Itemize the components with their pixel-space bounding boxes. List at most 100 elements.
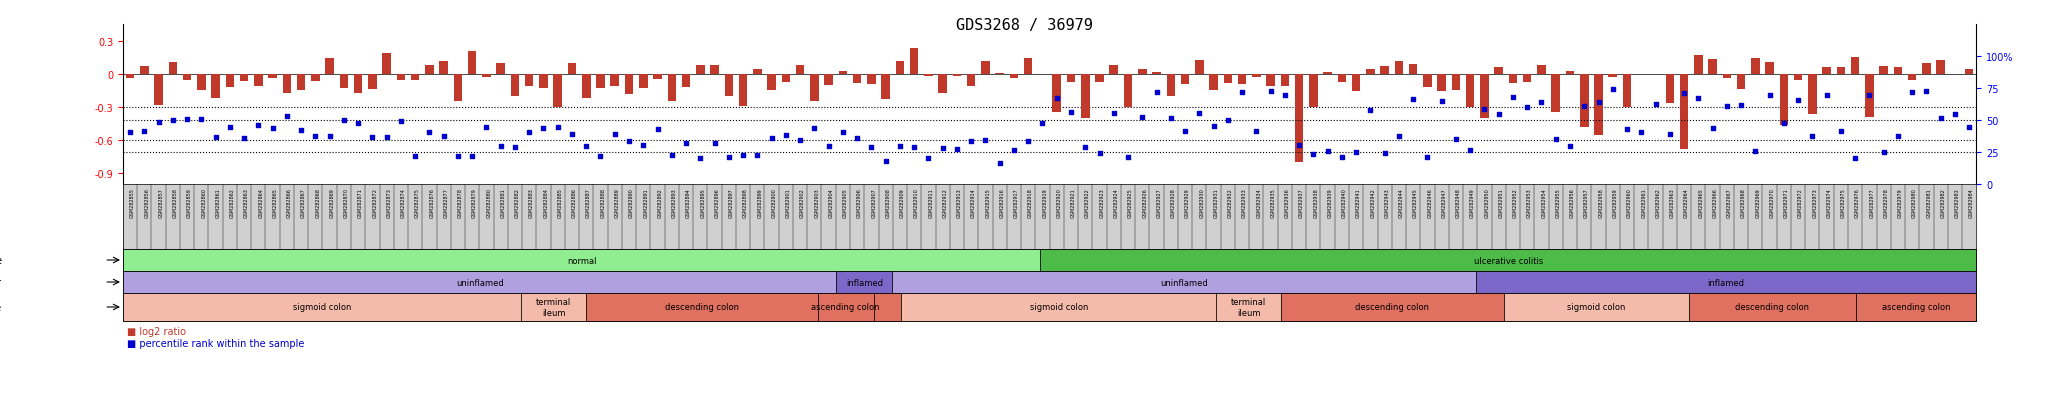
Text: GSM282856: GSM282856 bbox=[143, 188, 150, 218]
Point bbox=[156, 117, 188, 124]
Point bbox=[141, 119, 174, 126]
Text: GSM282881: GSM282881 bbox=[500, 188, 506, 218]
Text: GSM282934: GSM282934 bbox=[1255, 188, 1262, 218]
Point bbox=[1554, 143, 1587, 150]
Bar bbox=[938, 74, 946, 93]
Text: GSM282909: GSM282909 bbox=[899, 188, 905, 217]
Bar bbox=[838, 72, 848, 74]
Point bbox=[242, 123, 274, 129]
Bar bbox=[197, 74, 205, 91]
Text: GSM282979: GSM282979 bbox=[1898, 188, 1903, 217]
Point bbox=[1083, 151, 1116, 157]
Bar bbox=[182, 74, 190, 81]
Bar bbox=[1552, 74, 1561, 113]
Text: terminal
ileum: terminal ileum bbox=[537, 298, 571, 317]
Point bbox=[911, 155, 944, 162]
Point bbox=[1610, 127, 1642, 133]
Text: GSM282890: GSM282890 bbox=[629, 188, 635, 218]
Bar bbox=[1096, 74, 1104, 83]
Point bbox=[1569, 103, 1602, 109]
Text: GSM282894: GSM282894 bbox=[686, 188, 690, 218]
Bar bbox=[1139, 70, 1147, 74]
Point bbox=[1825, 128, 1858, 135]
Point bbox=[641, 127, 674, 133]
Text: GSM282973: GSM282973 bbox=[1812, 188, 1817, 218]
Point bbox=[1212, 117, 1245, 124]
Point bbox=[1753, 93, 1786, 99]
Bar bbox=[1538, 66, 1546, 74]
Text: GSM282906: GSM282906 bbox=[858, 188, 862, 218]
Text: GSM282859: GSM282859 bbox=[186, 188, 193, 218]
Text: GSM282927: GSM282927 bbox=[1157, 188, 1161, 218]
Point bbox=[842, 135, 874, 142]
Bar bbox=[383, 54, 391, 74]
Bar bbox=[768, 74, 776, 91]
Text: GSM282918: GSM282918 bbox=[1028, 188, 1032, 218]
Text: GSM282975: GSM282975 bbox=[1841, 188, 1845, 218]
Bar bbox=[1010, 74, 1018, 79]
Text: GSM282857: GSM282857 bbox=[158, 188, 164, 218]
Bar bbox=[924, 74, 932, 77]
Text: GSM282939: GSM282939 bbox=[1327, 188, 1333, 217]
Text: GSM282866: GSM282866 bbox=[287, 188, 291, 218]
Bar bbox=[967, 74, 975, 87]
Text: GSM282946: GSM282946 bbox=[1427, 188, 1432, 218]
Bar bbox=[811, 74, 819, 102]
Text: GSM282861: GSM282861 bbox=[215, 188, 221, 218]
Text: GSM282902: GSM282902 bbox=[801, 188, 805, 218]
Point bbox=[1896, 89, 1929, 95]
Bar bbox=[895, 62, 903, 74]
Text: GSM282937: GSM282937 bbox=[1298, 188, 1305, 218]
Bar bbox=[1395, 62, 1403, 74]
Point bbox=[1040, 95, 1073, 102]
Bar bbox=[1237, 74, 1247, 85]
Point bbox=[1026, 120, 1059, 127]
FancyBboxPatch shape bbox=[123, 293, 522, 321]
Point bbox=[127, 128, 160, 135]
Point bbox=[926, 145, 958, 152]
Bar bbox=[1352, 74, 1360, 92]
Bar bbox=[139, 67, 150, 74]
Text: GSM282860: GSM282860 bbox=[201, 188, 207, 218]
Bar bbox=[1694, 56, 1702, 74]
Bar bbox=[1593, 74, 1604, 135]
Bar bbox=[426, 65, 434, 74]
Bar bbox=[1608, 74, 1618, 78]
Text: GSM282984: GSM282984 bbox=[1970, 188, 1974, 218]
Point bbox=[1425, 99, 1458, 105]
Point bbox=[526, 126, 559, 132]
Point bbox=[1853, 92, 1886, 99]
Point bbox=[1141, 90, 1174, 96]
Point bbox=[1268, 92, 1300, 99]
Text: ascending colon: ascending colon bbox=[1882, 303, 1950, 312]
Bar bbox=[881, 74, 891, 100]
Text: GSM282915: GSM282915 bbox=[985, 188, 991, 218]
Text: GSM282873: GSM282873 bbox=[387, 188, 391, 218]
Bar bbox=[1722, 74, 1731, 79]
Bar bbox=[1280, 74, 1288, 87]
FancyBboxPatch shape bbox=[522, 293, 586, 321]
Bar bbox=[496, 64, 506, 74]
Text: GSM282982: GSM282982 bbox=[1942, 188, 1946, 218]
Text: GSM282886: GSM282886 bbox=[571, 188, 578, 218]
Point bbox=[498, 144, 530, 150]
Text: GSM282862: GSM282862 bbox=[229, 188, 236, 218]
Text: descending colon: descending colon bbox=[666, 303, 739, 312]
Bar bbox=[1866, 74, 1874, 117]
Bar bbox=[211, 74, 219, 99]
Point bbox=[313, 133, 346, 140]
Text: GSM282880: GSM282880 bbox=[487, 188, 492, 218]
Text: GSM282913: GSM282913 bbox=[956, 188, 963, 218]
Bar bbox=[397, 74, 406, 81]
Bar bbox=[1024, 59, 1032, 74]
Text: GSM282912: GSM282912 bbox=[942, 188, 948, 218]
Text: sigmoid colon: sigmoid colon bbox=[1030, 303, 1087, 312]
Text: GSM282884: GSM282884 bbox=[543, 188, 549, 218]
Text: GSM282938: GSM282938 bbox=[1313, 188, 1319, 218]
Text: GSM282949: GSM282949 bbox=[1470, 188, 1475, 217]
Text: GSM282945: GSM282945 bbox=[1413, 188, 1417, 218]
Text: GSM282931: GSM282931 bbox=[1214, 188, 1219, 218]
Bar bbox=[1466, 74, 1475, 108]
Point bbox=[1368, 151, 1401, 157]
Bar bbox=[696, 66, 705, 74]
